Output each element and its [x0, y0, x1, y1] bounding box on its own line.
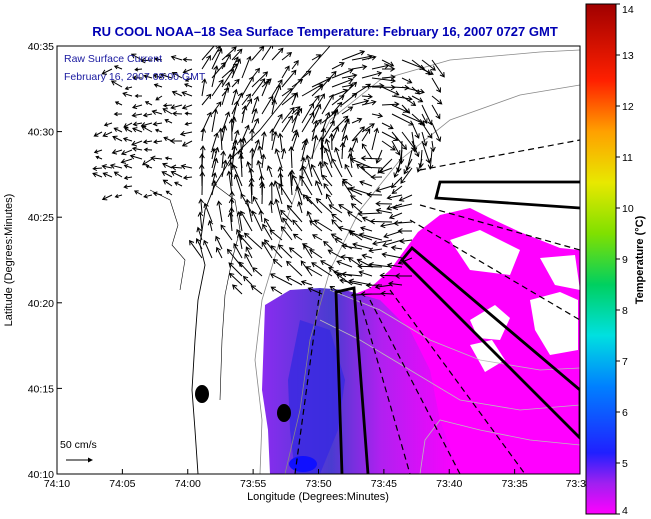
colorbar-tick-label: 9 — [622, 254, 628, 266]
x-tick-label: 73:45 — [371, 478, 397, 490]
colorbar-ticks: 4 5 6 7 8 9 10 11 12 13 14 — [616, 4, 634, 517]
x-tick-label: 74:05 — [109, 478, 135, 490]
buoy-marker — [277, 404, 291, 422]
y-tick-label: 40:35 — [28, 41, 54, 53]
colorbar-tick-label: 8 — [622, 305, 628, 317]
colorbar-tick-label: 5 — [622, 458, 628, 470]
colorbar-tick-label: 4 — [622, 505, 628, 517]
buoy-marker — [195, 385, 209, 403]
y-axis-label: Latitude (Degrees:Minutes) — [3, 194, 15, 327]
colorbar-tick-label: 13 — [622, 50, 634, 62]
colorbar-tick-label: 7 — [622, 356, 628, 368]
colorbar-tick-label: 12 — [622, 101, 634, 113]
y-tick-label: 40:15 — [28, 383, 54, 395]
legend-line-1: Raw Surface Current — [64, 53, 162, 65]
scale-label: 50 cm/s — [60, 439, 97, 451]
plot-area — [57, 43, 580, 474]
sst-cold-spot — [289, 456, 317, 472]
chart-title: RU COOL NOAA–18 Sea Surface Temperature:… — [92, 24, 558, 39]
x-tick-label: 73:50 — [305, 478, 331, 490]
x-tick-label: 73:35 — [501, 478, 527, 490]
y-tick-label: 40:20 — [28, 298, 54, 310]
colorbar-tick-label: 10 — [622, 203, 634, 215]
colorbar-tick-label: 11 — [622, 152, 633, 164]
y-tick-label: 40:10 — [28, 469, 54, 481]
x-tick-label: 73:3 — [566, 478, 587, 490]
colorbar-tick-label: 14 — [622, 4, 634, 16]
legend-line-2: February 16, 2007 08:00 GMT — [64, 71, 206, 83]
colorbar-tick-label: 6 — [622, 407, 628, 419]
colorbar — [586, 4, 616, 514]
y-tick-label: 40:30 — [28, 127, 54, 139]
x-axis-label: Longitude (Degrees:Minutes) — [247, 491, 389, 503]
x-tick-label: 73:55 — [240, 478, 266, 490]
x-tick-label: 73:40 — [436, 478, 462, 490]
y-tick-label: 40:25 — [28, 212, 54, 224]
colorbar-label: Temperature (°C) — [634, 215, 646, 304]
x-tick-label: 74:00 — [175, 478, 201, 490]
